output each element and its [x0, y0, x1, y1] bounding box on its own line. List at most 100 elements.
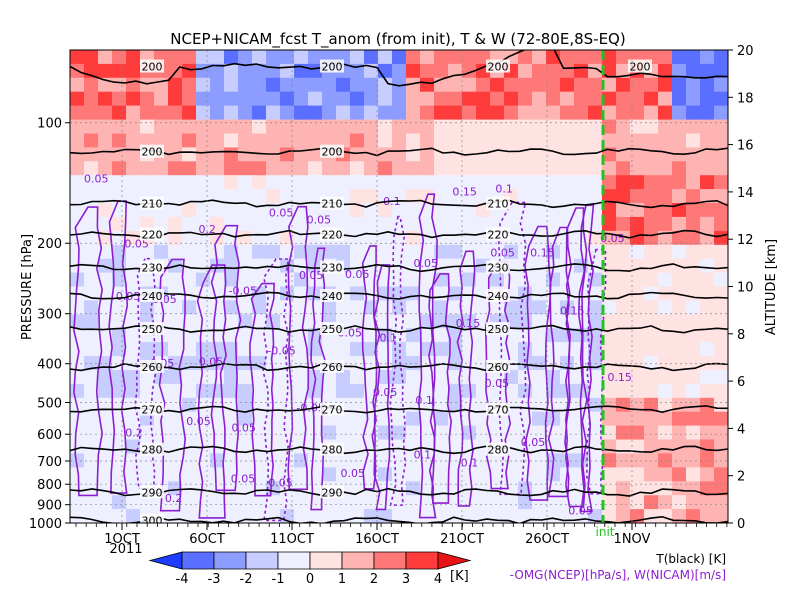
- shading-cell: [196, 189, 211, 204]
- shading-cell: [238, 328, 253, 343]
- w-contour-label: 0.05: [231, 422, 256, 435]
- shading-cell: [434, 425, 449, 441]
- shading-cell: [448, 161, 463, 176]
- shading-cell: [126, 91, 141, 107]
- shading-cell: [252, 495, 267, 510]
- shading-cell: [168, 133, 183, 148]
- shading-cell: [392, 244, 407, 260]
- shading-cell: [602, 161, 617, 176]
- shading-cell: [168, 328, 183, 343]
- shading-cell: [70, 50, 85, 65]
- shading-cell: [182, 105, 197, 121]
- shading-cell: [126, 397, 141, 413]
- shading-cell: [490, 244, 505, 260]
- shading-cell: [98, 495, 113, 510]
- shading-cell: [322, 91, 337, 107]
- shading-cell: [392, 91, 407, 107]
- temperature-label-bg: [320, 196, 344, 210]
- shading-cell: [126, 453, 141, 468]
- shading-cell: [588, 300, 603, 315]
- shading-cell: [476, 481, 491, 496]
- shading-cell: [448, 467, 463, 482]
- shading-cell: [532, 467, 547, 482]
- shading-cell: [462, 175, 477, 190]
- shading-cell: [392, 495, 407, 510]
- temperature-contour-label: 230: [142, 262, 163, 275]
- shading-cell: [644, 495, 659, 510]
- shading-cell: [560, 119, 575, 135]
- shading-cell: [602, 300, 617, 315]
- shading-cell: [518, 300, 533, 315]
- shading-cell: [280, 147, 295, 162]
- shading-cell: [322, 133, 337, 148]
- shading-cell: [252, 119, 267, 135]
- shading-cell: [476, 91, 491, 107]
- shading-cell: [84, 77, 99, 93]
- shading-cell: [280, 453, 295, 468]
- shading-cell: [112, 383, 127, 399]
- shading-cell: [714, 91, 728, 107]
- shading-cell: [294, 314, 309, 329]
- shading-cell: [504, 495, 519, 510]
- shading-cell: [616, 91, 631, 107]
- shading-cell: [238, 258, 253, 274]
- shading-cell: [546, 161, 561, 176]
- shading-cell: [420, 425, 435, 441]
- shading-cell: [504, 147, 519, 162]
- shading-cell: [322, 244, 337, 260]
- shading-cell: [154, 244, 169, 260]
- shading-cell: [714, 509, 728, 523]
- shading-cell: [406, 105, 421, 121]
- shading-cell: [252, 189, 267, 204]
- temperature-contour-label: 270: [322, 403, 343, 416]
- shading-cell: [644, 328, 659, 343]
- shading-cell: [588, 161, 603, 176]
- shading-cell: [644, 105, 659, 121]
- shading-cell: [140, 105, 155, 121]
- shading-cell: [462, 425, 477, 441]
- shading-cell: [434, 50, 449, 65]
- shading-cell: [420, 50, 435, 65]
- shading-cell: [686, 147, 701, 162]
- shading-cell: [616, 161, 631, 176]
- shading-cell: [700, 189, 715, 204]
- shading-cell: [714, 328, 728, 343]
- shading-cell: [84, 244, 99, 260]
- w-contour: [210, 224, 242, 492]
- shading-cell: [686, 509, 701, 523]
- shading-cell: [588, 397, 603, 413]
- shading-cell: [686, 230, 701, 246]
- shading-cell: [126, 425, 141, 441]
- shading-cell: [210, 63, 225, 79]
- shading-cell: [294, 258, 309, 274]
- shading-cell: [420, 509, 435, 523]
- shading-cell: [490, 300, 505, 315]
- shading-cell: [532, 425, 547, 441]
- shading-cell: [700, 133, 715, 148]
- shading-cell: [70, 91, 85, 107]
- shading-cell: [350, 230, 365, 246]
- shading-cell: [630, 356, 645, 371]
- shading-cell: [602, 467, 617, 482]
- shading-cell: [406, 133, 421, 148]
- shading-cell: [294, 91, 309, 107]
- shading-cell: [126, 495, 141, 510]
- shading-cell: [98, 370, 113, 385]
- shading-cell: [560, 133, 575, 148]
- shading-cell: [672, 509, 687, 523]
- left-tick-label: 400: [37, 358, 62, 373]
- shading-cell: [294, 161, 309, 176]
- shading-cell: [448, 216, 463, 232]
- shading-cell: [336, 105, 351, 121]
- shading-cell: [238, 397, 253, 413]
- shading-cell: [420, 244, 435, 260]
- shading-cell: [322, 453, 337, 468]
- shading-cell: [224, 314, 239, 329]
- shading-cell: [238, 314, 253, 329]
- shading-cell: [364, 50, 379, 65]
- temperature-label-bg: [140, 513, 164, 523]
- shading-cell: [196, 481, 211, 496]
- shading-cell: [448, 314, 463, 329]
- shading-cell: [546, 119, 561, 135]
- shading-cell: [700, 509, 715, 523]
